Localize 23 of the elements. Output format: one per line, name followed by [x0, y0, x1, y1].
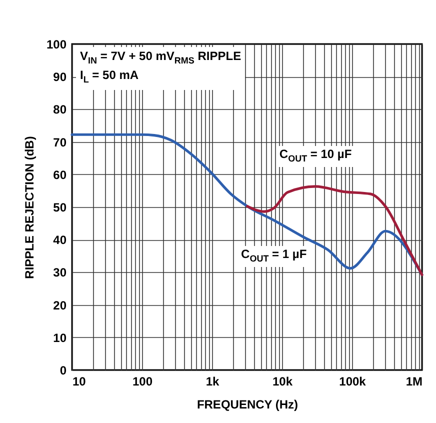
- x-tick-label: 100: [132, 374, 153, 388]
- x-tick-label: 10: [72, 374, 86, 388]
- series-label: C$_{OUT}$ = 1 µF: [238, 246, 310, 267]
- y-tick-label: 40: [53, 233, 67, 248]
- y-tick-label: 60: [53, 168, 67, 182]
- y-tick-label: 90: [53, 70, 67, 84]
- y-tick-label: 0: [60, 364, 67, 378]
- y-tick-label: 30: [53, 266, 67, 280]
- x-tick-label: 1k: [206, 374, 220, 388]
- y-tick-label: 80: [53, 102, 67, 117]
- x-tick-label: 1M: [406, 374, 422, 388]
- text: C$_{OUT}$ = 10 µF: [276, 146, 355, 167]
- x-axis-title: FREQUENCY (Hz): [196, 398, 298, 412]
- x-tick-label: 100k: [339, 374, 366, 388]
- y-axis-title: RIPPLE REJECTION (dB): [22, 136, 36, 279]
- y-tick-label: 20: [53, 298, 67, 312]
- y-tick-label: 70: [53, 135, 67, 150]
- y-tick-label: 50: [53, 200, 67, 214]
- y-tick-label: 100: [46, 38, 67, 52]
- x-tick-label: 10k: [272, 374, 293, 388]
- annotation: I$_{L}$ = 50 mA: [80, 68, 139, 85]
- y-tick-label: 10: [53, 330, 67, 345]
- annotation: V$_{IN}$ = 7V + 50 mV$_{RMS}$ RIPPLE: [80, 49, 242, 66]
